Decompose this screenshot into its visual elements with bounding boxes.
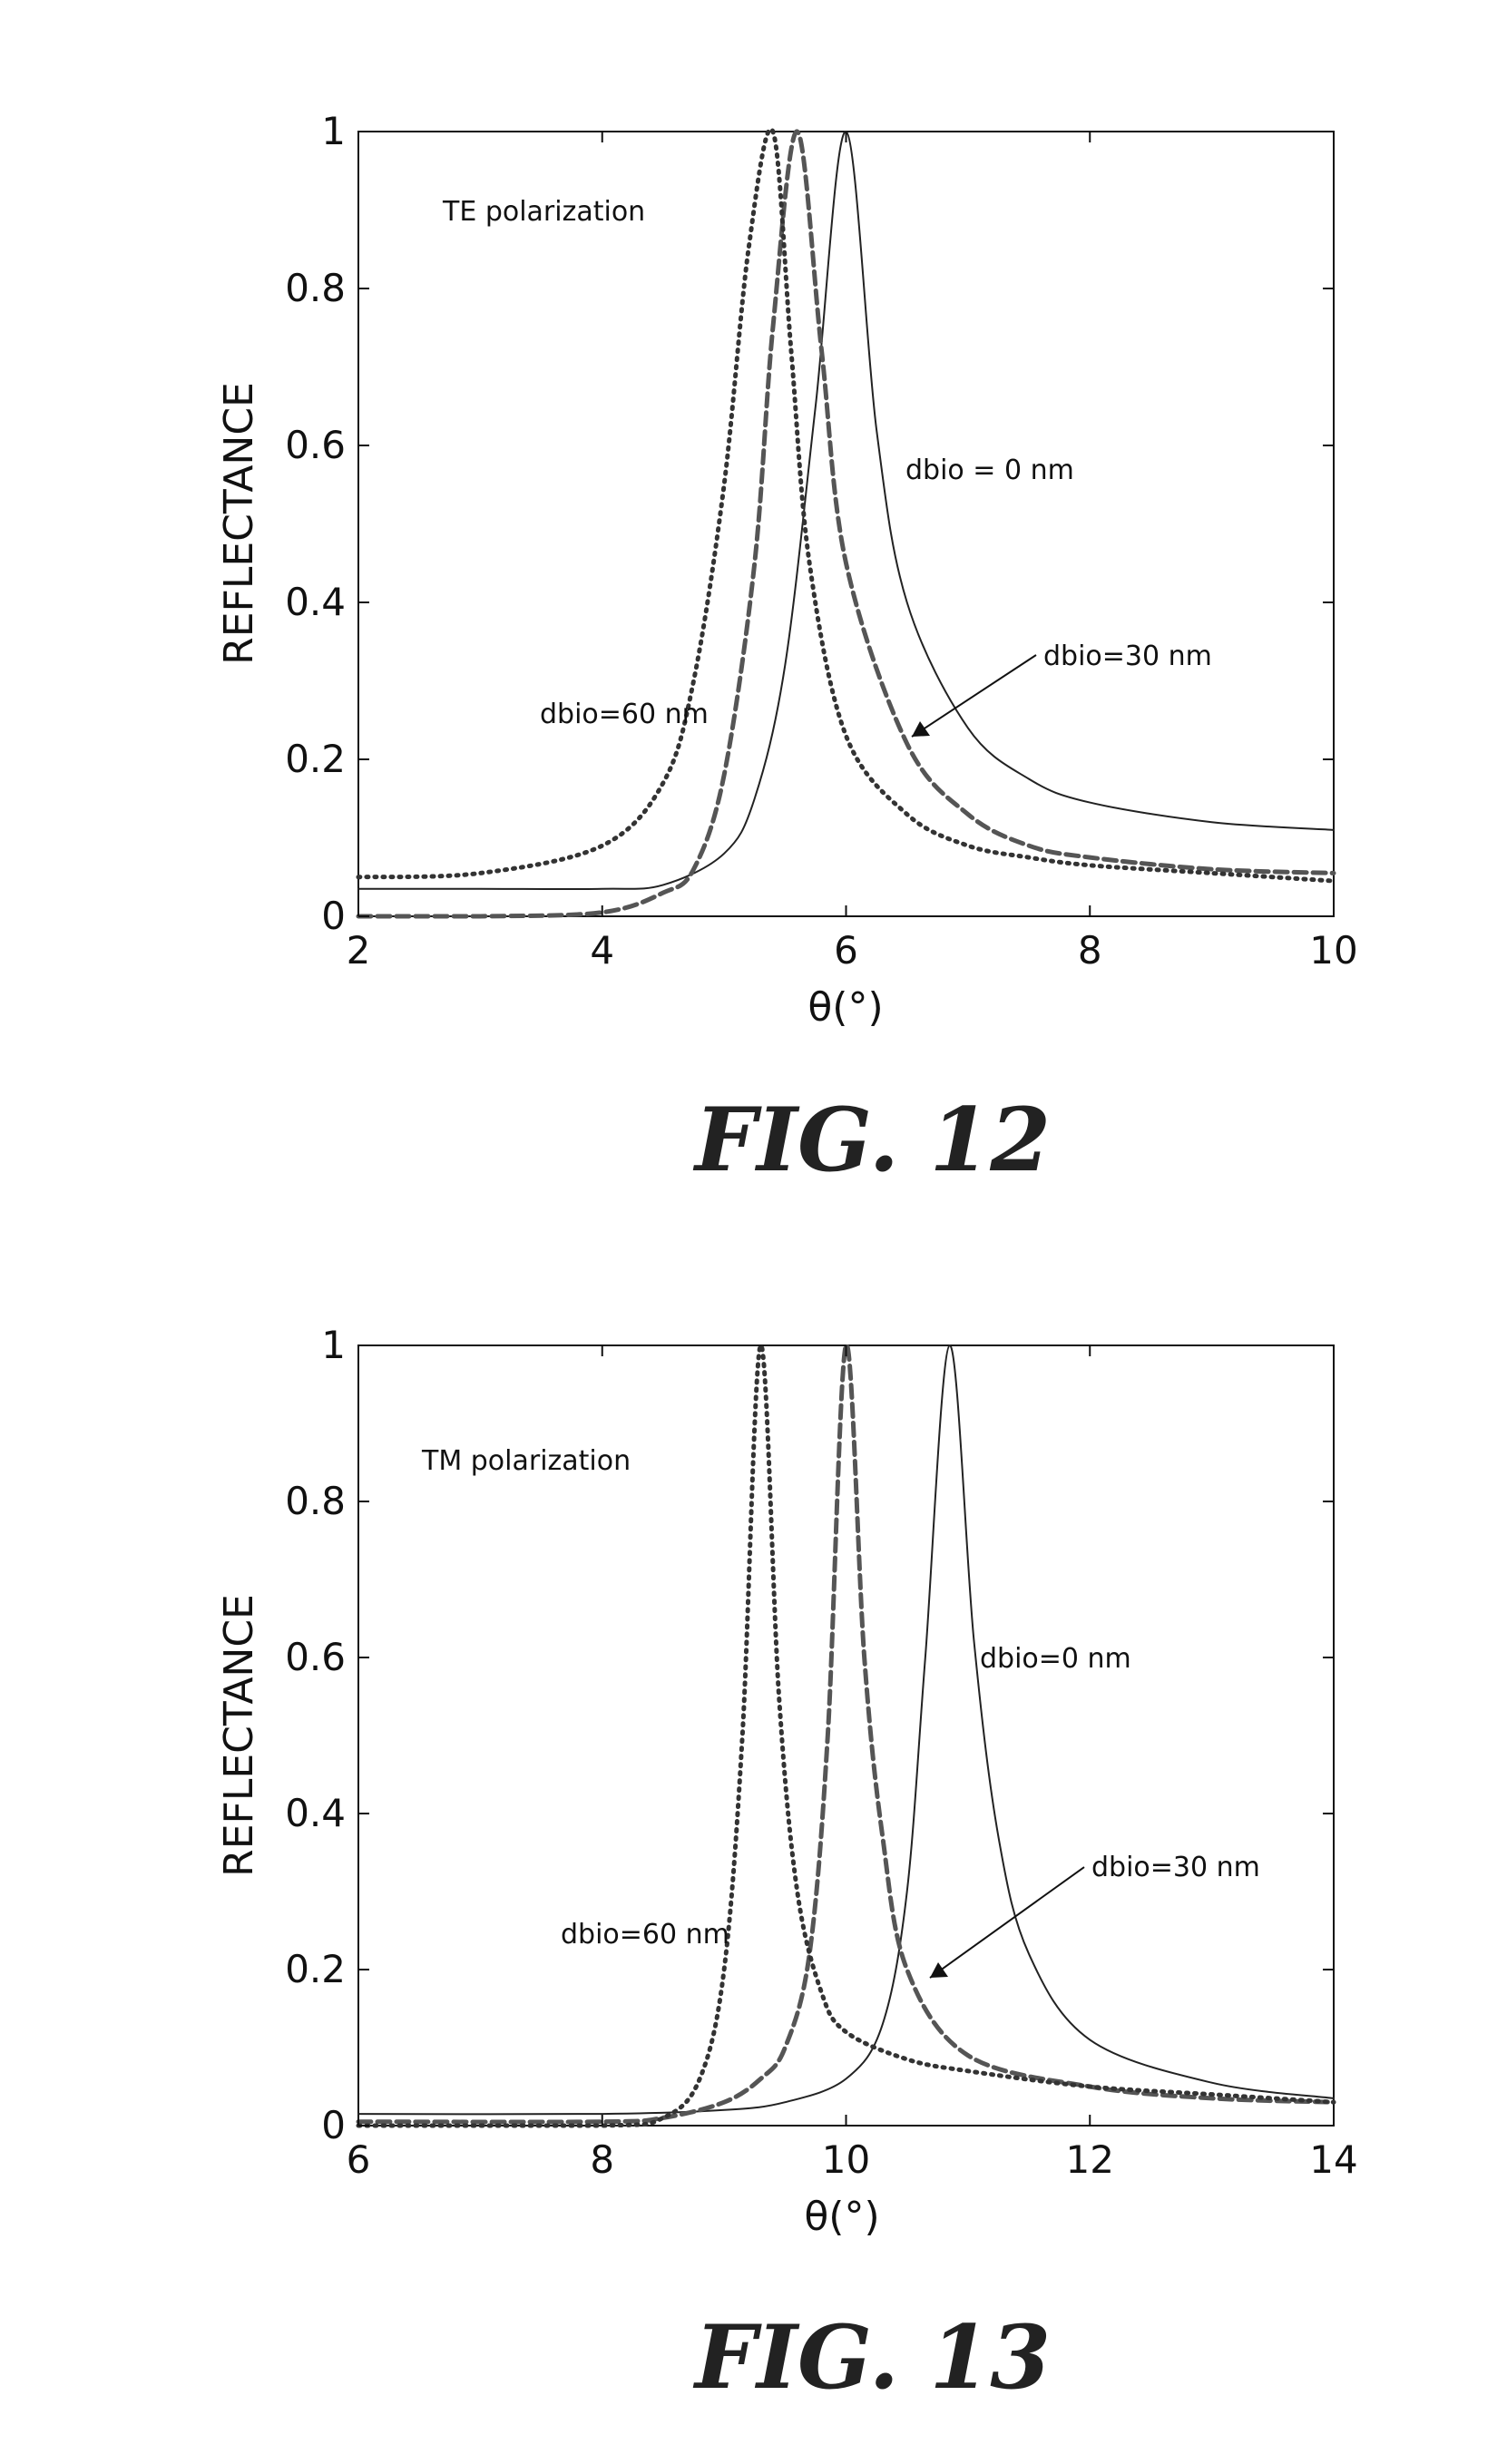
fig12-plot-frame: [358, 132, 1334, 916]
fig13-x-tick-label: 12: [1066, 2137, 1114, 2182]
fig13-y-tick-label: 0.4: [285, 1791, 346, 1835]
fig13-y-axis-title: REFLECTANCE: [216, 1594, 262, 1877]
fig13-dbio-30-arrowhead: [930, 1962, 948, 1978]
fig13-x-axis-title: θ(°): [804, 2194, 879, 2240]
fig13-dbio-0-label: dbio=0 nm: [980, 1643, 1131, 1675]
fig13-caption: FIG. 13: [692, 2306, 1051, 2409]
fig12-polarization-label: TE polarization: [442, 196, 645, 228]
fig13-y-tick-label: 0.6: [285, 1635, 346, 1679]
fig12-y-tick-label: 0.2: [285, 737, 346, 781]
fig12-y-tick-label: 0.8: [285, 266, 346, 310]
fig13-y-tick-label: 0: [321, 2103, 346, 2147]
fig13-polarization-label: TM polarization: [421, 1445, 631, 1477]
fig12-y-axis-title: REFLECTANCE: [216, 382, 262, 665]
fig12-dbio-60-label: dbio=60 nm: [540, 699, 709, 730]
fig12-series-layer: [358, 129, 1334, 916]
fig12-y-tick-label: 0.4: [285, 580, 346, 624]
fig12-x-tick-label: 10: [1309, 928, 1357, 973]
fig12-series-solid-line: [358, 132, 1334, 889]
fig12-series-dotted-line: [358, 129, 1334, 881]
fig13-chart: 6810121400.20.40.60.81 θ(°) REFLECTANCE …: [216, 1323, 1358, 2409]
fig13-y-tick-label: 1: [321, 1323, 346, 1367]
fig13-dbio-60-label: dbio=60 nm: [561, 1919, 729, 1951]
fig12-dbio-30-label: dbio=30 nm: [1043, 640, 1212, 672]
fig13-x-tick-label: 6: [347, 2137, 371, 2182]
fig13-x-tick-label: 8: [590, 2137, 614, 2182]
fig12-dbio-0-label: dbio = 0 nm: [905, 455, 1074, 486]
fig12-chart: 2 4 6 8 10 0 0.2 0.4 0.6 0.8 1 θ(°) REFLECTANCE TE…: [216, 109, 1358, 1191]
fig12-y-tick-label: 0: [321, 894, 346, 938]
fig12-x-tick-label: 2: [347, 928, 371, 973]
fig12-tick-layer: 2 4 6 8 10 0 0.2 0.4 0.6 0.8 1: [285, 109, 1358, 973]
fig12-dbio-30-arrow: [912, 655, 1036, 737]
fig12-caption: FIG. 12: [692, 1089, 1051, 1191]
fig12-y-tick-label: 1: [321, 109, 346, 153]
fig13-dbio-30-label: dbio=30 nm: [1091, 1852, 1260, 1883]
fig12-x-axis-title: θ(°): [807, 984, 883, 1031]
fig12-y-tick-label: 0.6: [285, 423, 346, 467]
fig12-x-tick-label: 8: [1078, 928, 1102, 973]
fig12-series-dashed-line: [358, 132, 1334, 916]
fig13-x-tick-label: 14: [1309, 2137, 1357, 2182]
fig12-x-tick-label: 4: [590, 928, 614, 973]
fig13-y-tick-label: 0.8: [285, 1479, 346, 1523]
fig13-x-tick-label: 10: [822, 2137, 870, 2182]
fig12-x-tick-label: 6: [834, 928, 858, 973]
fig12-dbio-30-arrowhead: [912, 721, 930, 737]
fig13-y-tick-label: 0.2: [285, 1947, 346, 1991]
